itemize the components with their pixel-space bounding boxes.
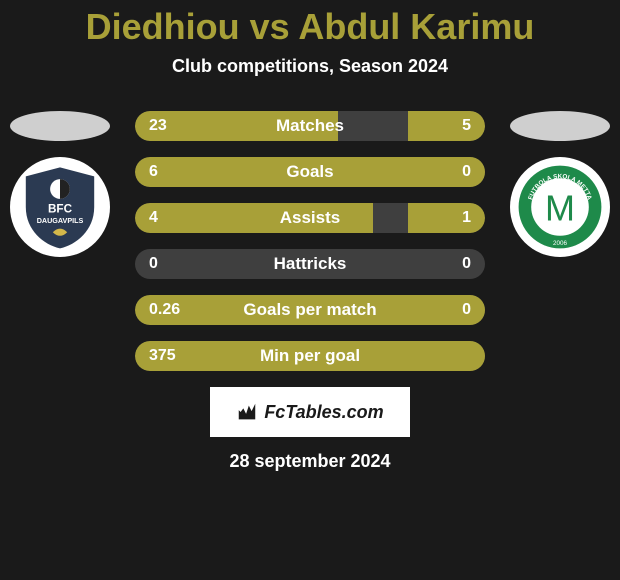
stat-value-right: 0 (462, 157, 471, 187)
stat-label: Hattricks (135, 249, 485, 279)
player-right-silhouette-icon (510, 111, 610, 141)
comparison-block: BFC DAUGAVPILS M FUTBOLA SKOLA METTA 200… (0, 111, 620, 371)
stat-label: Matches (135, 111, 485, 141)
stat-row: 4Assists1 (135, 203, 485, 233)
stat-label: Goals per match (135, 295, 485, 325)
stat-row: 23Matches5 (135, 111, 485, 141)
stat-value-right: 1 (462, 203, 471, 233)
stat-value-right: 0 (462, 249, 471, 279)
stat-label: Goals (135, 157, 485, 187)
date-text: 28 september 2024 (0, 451, 620, 472)
shield-icon: BFC DAUGAVPILS (15, 162, 105, 252)
bar-chart-icon (236, 401, 258, 423)
subtitle: Club competitions, Season 2024 (0, 56, 620, 77)
stat-rows: 23Matches56Goals04Assists10Hattricks00.2… (135, 111, 485, 371)
club-badge-right: M FUTBOLA SKOLA METTA 2006 (510, 157, 610, 257)
club-right-letter: M (545, 188, 575, 229)
svg-text:2006: 2006 (553, 240, 568, 247)
player-left-column: BFC DAUGAVPILS (10, 111, 110, 257)
stat-value-right: 0 (462, 295, 471, 325)
club-left-label-bottom: DAUGAVPILS (37, 216, 84, 225)
page-title: Diedhiou vs Abdul Karimu (0, 0, 620, 48)
stat-label: Min per goal (135, 341, 485, 371)
club-left-label-top: BFC (48, 202, 73, 215)
stat-row: 375Min per goal (135, 341, 485, 371)
player-left-silhouette-icon (10, 111, 110, 141)
stat-label: Assists (135, 203, 485, 233)
stat-value-right: 5 (462, 111, 471, 141)
club-badge-left: BFC DAUGAVPILS (10, 157, 110, 257)
footer-logo: FcTables.com (210, 387, 410, 437)
stat-row: 6Goals0 (135, 157, 485, 187)
stat-row: 0.26Goals per match0 (135, 295, 485, 325)
club-ring-icon: M FUTBOLA SKOLA METTA 2006 (515, 162, 605, 252)
player-right-column: M FUTBOLA SKOLA METTA 2006 (510, 111, 610, 257)
stat-row: 0Hattricks0 (135, 249, 485, 279)
footer-text: FcTables.com (264, 402, 383, 423)
